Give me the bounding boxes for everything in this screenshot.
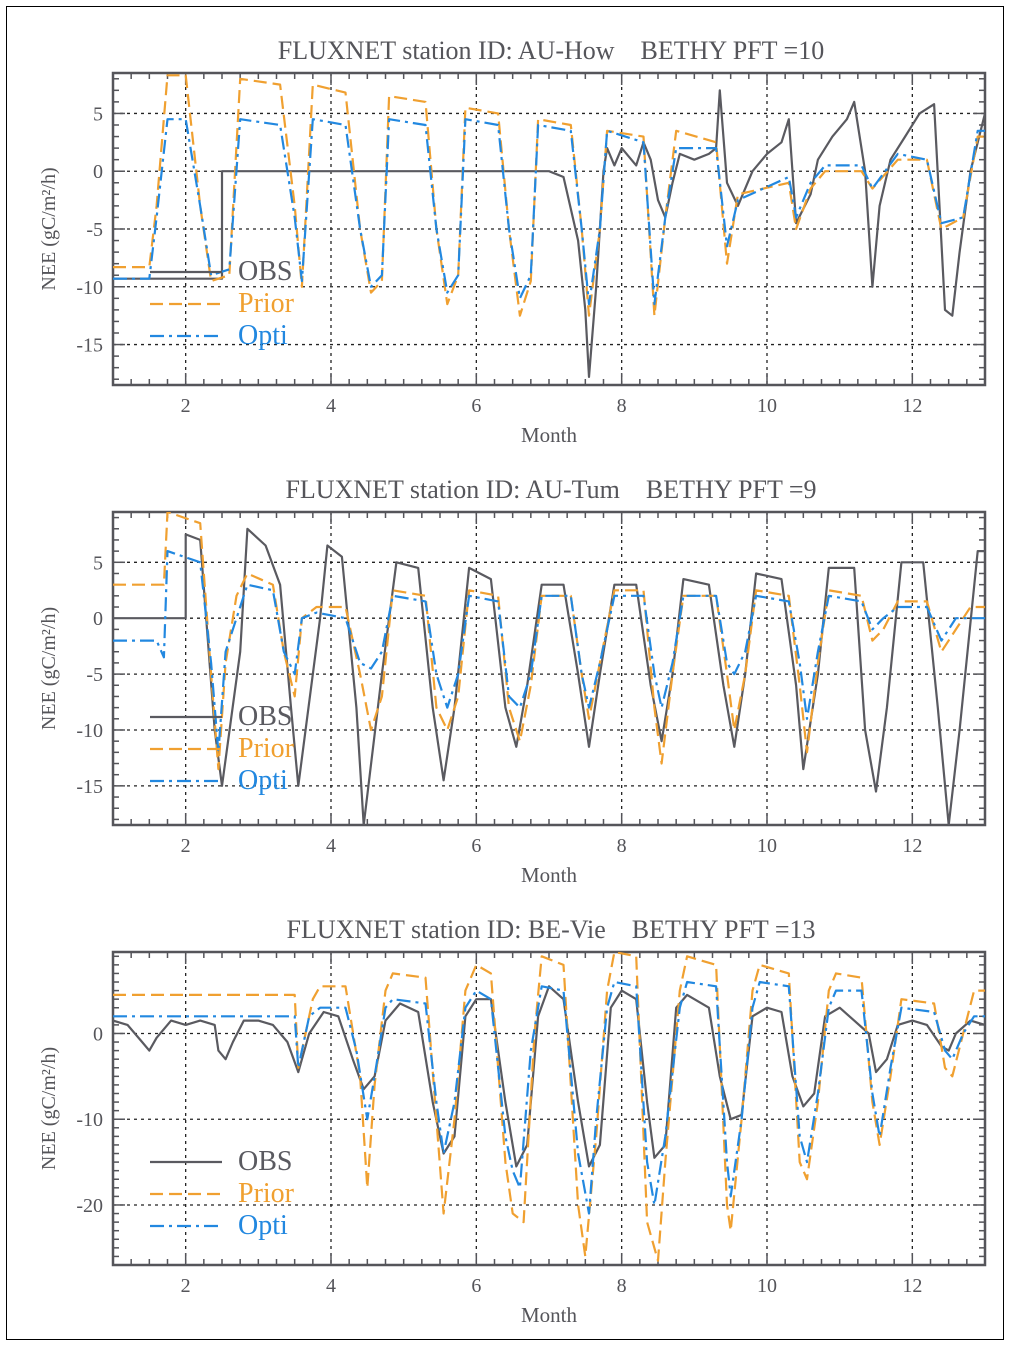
x-axis-label: Month (521, 863, 578, 887)
y-tick-label: -10 (76, 1109, 103, 1131)
legend-label-opti: Opti (238, 765, 288, 796)
x-tick-label: 6 (471, 1275, 481, 1297)
plot-frame (111, 510, 987, 827)
legend-label-prior: Prior (238, 1178, 295, 1209)
x-tick-label: 2 (181, 395, 191, 417)
x-tick-label: 12 (902, 835, 922, 857)
x-tick-label: 6 (471, 395, 481, 417)
series-line-opti (113, 980, 985, 1215)
series-line-obs (113, 985, 985, 1168)
x-tick-label: 8 (617, 835, 627, 857)
chart-title: FLUXNET station ID: AU-How BETHY PFT =10 (278, 36, 824, 65)
x-tick-label: 12 (902, 1275, 922, 1297)
y-axis-label: NEE (gC/m²/h) (38, 1047, 60, 1170)
chart-panel-1: FLUXNET station ID: AU-How BETHY PFT =10… (38, 36, 987, 447)
y-tick-label: 5 (93, 103, 103, 125)
series-line-opti (113, 118, 985, 306)
y-tick-label: -15 (76, 776, 103, 798)
x-tick-label: 8 (617, 395, 627, 417)
chart-panel-2: FLUXNET station ID: AU-Tum BETHY PFT =9 2… (38, 475, 987, 887)
chart-panel-3: FLUXNET station ID: BE-Vie BETHY PFT =13… (38, 915, 987, 1327)
y-axis-label: NEE (gC/m²/h) (38, 607, 60, 730)
series-line-prior (113, 74, 985, 317)
y-tick-label: -15 (76, 335, 103, 357)
x-tick-label: 10 (757, 395, 777, 417)
y-tick-label: -10 (76, 277, 103, 299)
x-tick-label: 2 (181, 835, 191, 857)
legend-label-opti: Opti (238, 1210, 288, 1241)
x-tick-label: 10 (757, 835, 777, 857)
x-tick-label: 4 (326, 395, 336, 417)
y-tick-label: 0 (93, 608, 103, 630)
plot-frame (111, 71, 987, 387)
x-tick-label: 10 (757, 1275, 777, 1297)
figure-frame (6, 6, 1004, 1340)
y-tick-label: -5 (86, 664, 103, 686)
x-axis-label: Month (521, 423, 578, 447)
chart-title: FLUXNET station ID: AU-Tum BETHY PFT =9 (285, 475, 816, 504)
x-tick-label: 6 (471, 835, 481, 857)
y-tick-label: -10 (76, 720, 103, 742)
legend-label-obs: OBS (238, 256, 292, 287)
plot-frame (111, 950, 987, 1267)
x-tick-label: 12 (902, 395, 922, 417)
series-line-obs (113, 89, 985, 378)
y-tick-label: 0 (93, 1023, 103, 1045)
legend-label-prior: Prior (238, 288, 295, 319)
x-tick-label: 8 (617, 1275, 627, 1297)
series-line-opti (113, 550, 985, 754)
legend-label-prior: Prior (238, 733, 295, 764)
legend-label-obs: OBS (238, 701, 292, 732)
y-tick-label: -5 (86, 219, 103, 241)
legend-label-obs: OBS (238, 1146, 292, 1177)
y-tick-label: 0 (93, 161, 103, 183)
legend-label-opti: Opti (238, 320, 288, 351)
y-tick-label: 5 (93, 552, 103, 574)
x-tick-label: 2 (181, 1275, 191, 1297)
x-axis-label: Month (521, 1303, 578, 1327)
x-tick-label: 4 (326, 1275, 336, 1297)
y-tick-label: -20 (76, 1195, 103, 1217)
x-tick-label: 4 (326, 835, 336, 857)
chart-title: FLUXNET station ID: BE-Vie BETHY PFT =13 (286, 915, 815, 944)
y-axis-label: NEE (gC/m²/h) (38, 167, 60, 290)
